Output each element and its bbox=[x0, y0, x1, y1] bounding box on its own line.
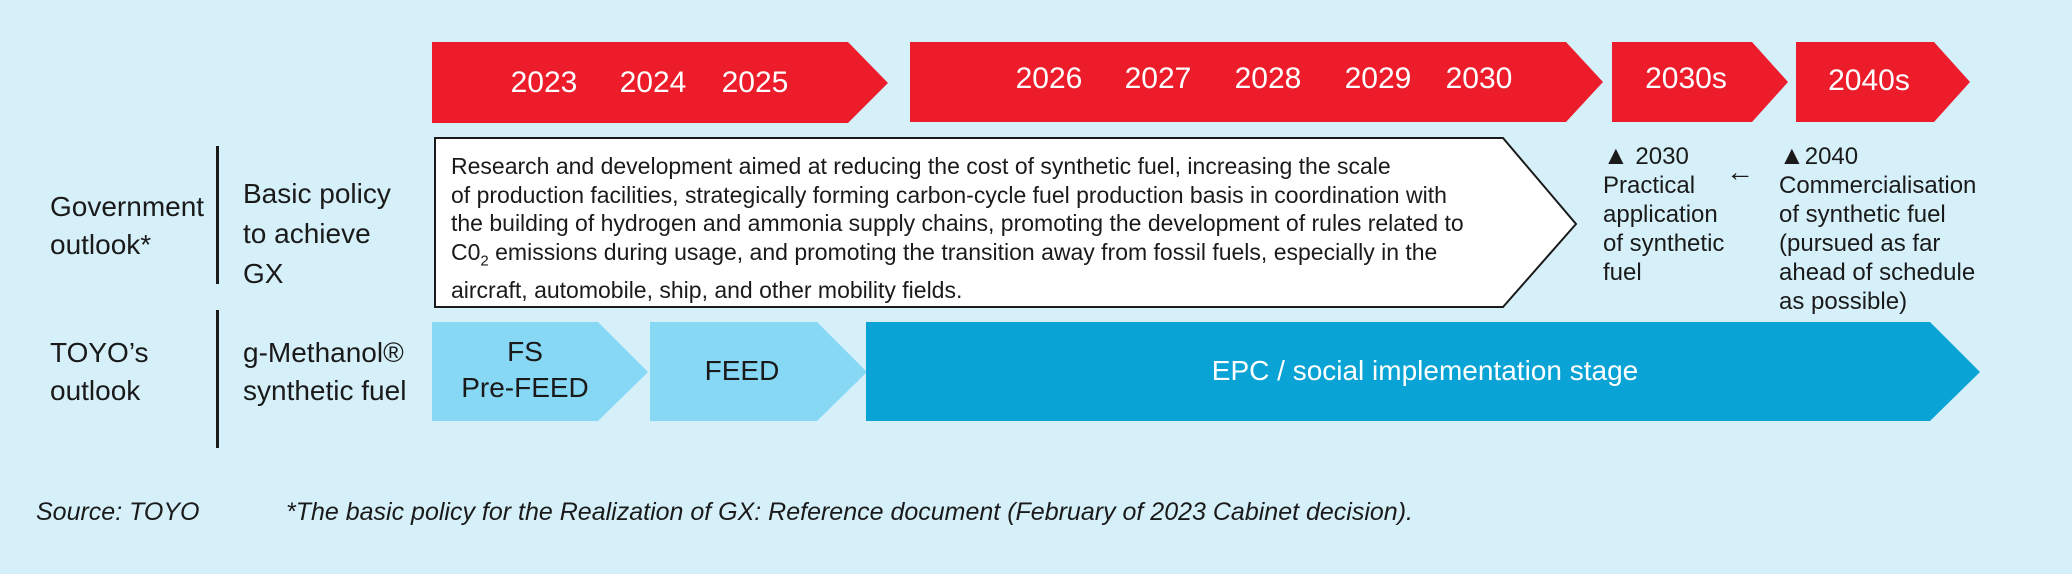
triangle-icon: ▲ bbox=[1779, 140, 1805, 170]
year-label: 2029 bbox=[1344, 62, 1412, 95]
stage-fs-prefeed-label: FS Pre-FEED bbox=[461, 336, 589, 403]
source-note: Source: TOYO bbox=[36, 498, 200, 526]
timeline-arrow-2023-2025 bbox=[432, 42, 888, 123]
decade-label: 2030s bbox=[1645, 62, 1727, 95]
year-label: 2030 bbox=[1445, 62, 1513, 95]
divider-line bbox=[216, 146, 219, 284]
divider-line bbox=[216, 310, 219, 448]
policy-description-text: Research and development aimed at reduci… bbox=[451, 153, 1464, 303]
stage-epc-label: EPC / social implementation stage bbox=[1211, 355, 1639, 386]
year-label: 2028 bbox=[1234, 62, 1302, 95]
year-label: 2027 bbox=[1124, 62, 1192, 95]
year-label: 2023 bbox=[510, 66, 578, 99]
milestone-2040: ▲2040 Commercialisation of synthetic fue… bbox=[1779, 140, 1977, 316]
decade-label: 2040s bbox=[1828, 64, 1910, 97]
triangle-icon: ▲ bbox=[1603, 140, 1629, 170]
stage-feed-label: FEED bbox=[704, 355, 780, 386]
year-label: 2026 bbox=[1015, 62, 1083, 95]
policy-description-box bbox=[434, 137, 1578, 308]
year-label: 2024 bbox=[619, 66, 687, 99]
stage-arrow-feed bbox=[650, 322, 867, 421]
arrow-left-icon: ← bbox=[1726, 156, 1754, 187]
timeline-arrow-2040s bbox=[1796, 42, 1970, 122]
co2-subscript: 2 bbox=[480, 252, 489, 270]
year-label: 2025 bbox=[721, 66, 789, 99]
stage-arrow-epc bbox=[866, 322, 1980, 421]
timeline-arrow-2030s bbox=[1612, 42, 1788, 122]
co2-label: C0 bbox=[451, 238, 481, 265]
timeline-arrow-2026-2030 bbox=[910, 42, 1603, 122]
g-methanol-label: g-Methanol® synthetic fuel bbox=[243, 337, 407, 406]
basic-policy-label: Basic policy to achieve GX bbox=[243, 178, 391, 289]
toyo-outlook-label: TOYO’s outlook bbox=[50, 337, 149, 406]
stage-arrow-fs-prefeed bbox=[432, 322, 648, 421]
footnote: *The basic policy for the Realization of… bbox=[286, 498, 1413, 526]
milestone-2030: ▲ 2030 Practical application of syntheti… bbox=[1603, 140, 1725, 287]
government-outlook-label: Government outlook* bbox=[50, 191, 205, 260]
